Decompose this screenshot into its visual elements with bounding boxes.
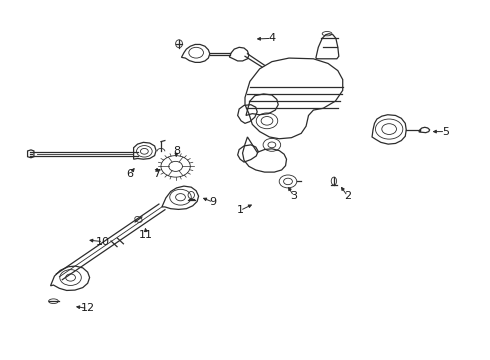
Text: 1: 1 — [237, 206, 244, 216]
Text: 7: 7 — [153, 168, 161, 179]
Text: 10: 10 — [97, 237, 110, 247]
Text: 11: 11 — [139, 230, 153, 239]
Text: 4: 4 — [269, 33, 275, 43]
Text: 6: 6 — [127, 168, 134, 179]
Text: 8: 8 — [173, 146, 180, 156]
Text: 3: 3 — [291, 191, 297, 201]
Text: 9: 9 — [210, 197, 217, 207]
Text: 2: 2 — [344, 191, 351, 201]
Text: 12: 12 — [80, 303, 95, 314]
Text: 5: 5 — [442, 127, 449, 136]
